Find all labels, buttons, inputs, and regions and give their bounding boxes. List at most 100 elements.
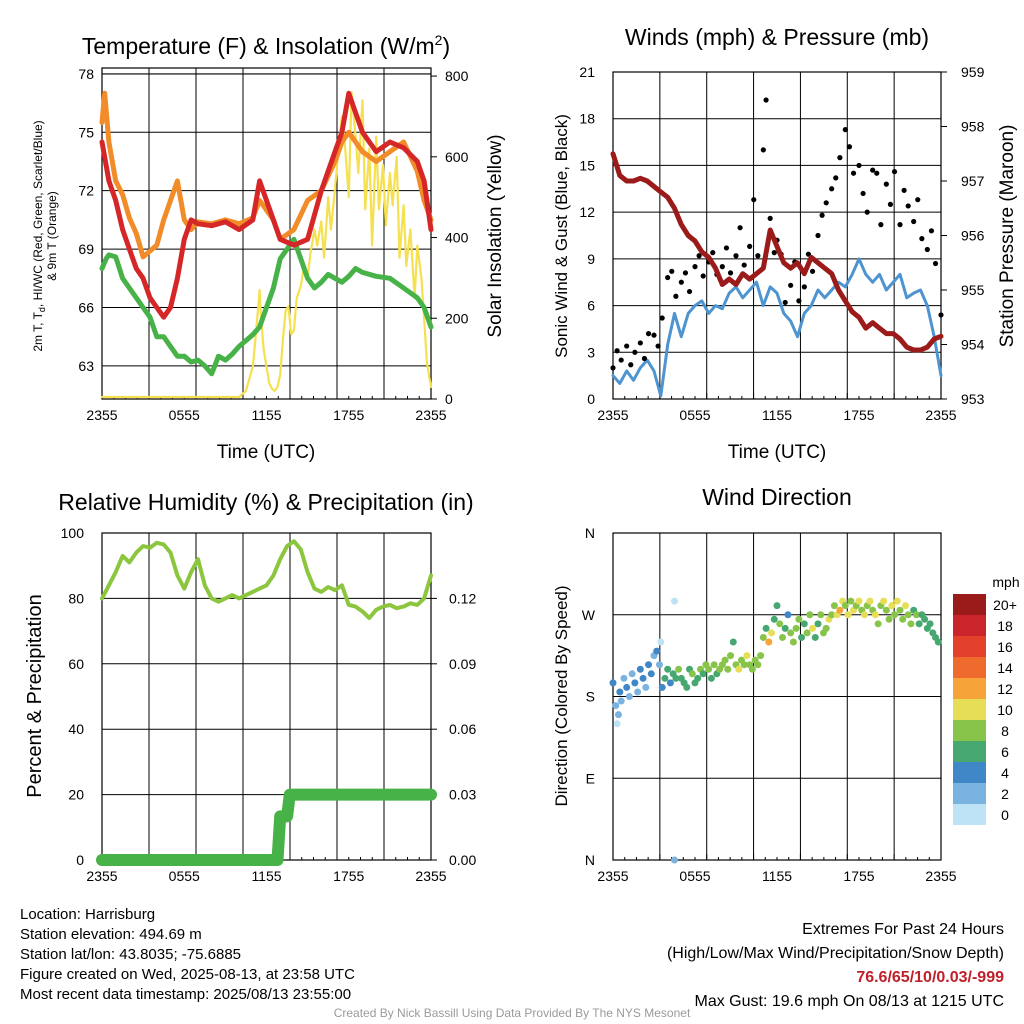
gust-point	[850, 170, 857, 176]
y2-tick-label: 957	[961, 173, 985, 189]
direction-point	[792, 624, 800, 632]
colorbar-swatch	[953, 678, 986, 699]
y2-tick-label: 958	[961, 119, 985, 135]
direction-point	[757, 652, 765, 660]
direction-point	[768, 629, 776, 637]
gust-point	[710, 250, 716, 256]
gust-point	[823, 200, 829, 206]
y-tick-label: 9	[587, 251, 595, 267]
y-tick-label: 21	[579, 64, 595, 80]
direction-point	[828, 611, 836, 619]
direction-point	[759, 633, 767, 641]
colorbar-swatch	[953, 783, 986, 804]
y-tick-label: 18	[579, 111, 595, 127]
extremes-title: Extremes For Past 24 Hours	[802, 921, 1004, 938]
gust-point	[891, 169, 898, 175]
direction-point	[625, 693, 633, 700]
y2-tick-label: 600	[445, 149, 469, 165]
direction-point	[891, 611, 899, 619]
gust-point	[618, 357, 624, 363]
y2-tick-label: 200	[445, 310, 469, 326]
x-tick-label: 2355	[415, 868, 446, 884]
plot-border	[612, 71, 942, 400]
direction-point	[811, 633, 819, 641]
x-tick-label: 1755	[333, 868, 364, 884]
y-tick-label: 20	[68, 787, 84, 803]
gust-point	[763, 97, 769, 103]
direction-point	[694, 674, 702, 682]
direction-point	[871, 611, 879, 619]
direction-point	[671, 597, 678, 605]
y-axis-label: Direction (Colored By Speed)	[552, 585, 571, 806]
direction-point	[740, 661, 748, 669]
gust-point	[874, 170, 880, 176]
gust-point	[737, 225, 743, 231]
direction-point	[776, 620, 784, 628]
extremes-subtitle: (High/Low/Max Wind/Precipitation/Snow De…	[666, 945, 1004, 962]
gust-point	[901, 187, 907, 193]
gust-point	[686, 288, 693, 295]
x-tick-label: 1755	[333, 407, 364, 423]
y-tick-label: 0	[76, 852, 84, 868]
direction-point	[781, 624, 789, 632]
y2-tick-label: 800	[445, 68, 469, 84]
gust-point	[665, 274, 671, 281]
gust-point	[856, 162, 862, 169]
temperature-chart-frame: 2355 0555 1155 1755 2355 63 66 69 72 75 78 0 200 400 6…	[31, 32, 506, 463]
gust-point	[864, 209, 870, 215]
y2-tick-label: 954	[961, 337, 985, 353]
direction-point	[934, 638, 942, 646]
y-axis-label: Sonic Wind & Gust (Blue, Black)	[552, 114, 571, 358]
direction-point	[636, 665, 644, 673]
direction-point	[795, 615, 803, 623]
x-tick-label: 0555	[679, 868, 710, 884]
colorbar-label: 20+	[993, 597, 1017, 613]
series-line	[99, 90, 434, 320]
y-tick-label: 100	[61, 525, 85, 541]
direction-point	[623, 683, 631, 691]
direction-point	[874, 620, 882, 628]
gust-point	[938, 312, 944, 318]
gust-point	[919, 236, 925, 242]
gust-point	[651, 332, 657, 338]
y-tick-label: N	[585, 525, 595, 541]
latlon-text: Station lat/lon: 43.8035; -75.6885	[20, 946, 242, 963]
gust-point	[696, 253, 702, 259]
gust-point	[727, 270, 734, 276]
gust-point	[788, 282, 794, 288]
y-axis-label: 2m T, Td, HI/WC (Red, Green, Scarlet/Blu…	[31, 120, 47, 351]
y2-tick-label: 953	[961, 391, 985, 407]
plot-border	[101, 67, 432, 400]
direction-point	[770, 615, 778, 623]
gust-point	[928, 228, 935, 234]
direction-point	[735, 665, 743, 673]
gust-point	[878, 222, 884, 228]
gust-point	[723, 245, 730, 251]
y-label-subscript: d	[37, 307, 47, 312]
x-tick-label: 1155	[251, 407, 281, 423]
y-axis-label-line2: & 9m T (Orange)	[45, 191, 59, 281]
gust-point	[905, 203, 911, 209]
x-tick-label: 1755	[843, 407, 874, 423]
gust-point	[632, 349, 638, 355]
direction-point	[907, 620, 915, 628]
direction-point	[710, 661, 718, 669]
colorbar-swatch	[953, 741, 986, 762]
chart-title: Wind Direction	[702, 484, 852, 510]
y-tick-label: 75	[78, 124, 94, 140]
direction-point	[614, 711, 622, 719]
direction-point	[724, 665, 732, 673]
y-tick-label: N	[585, 852, 595, 868]
series-line	[100, 91, 433, 399]
y-tick-label: 60	[68, 656, 84, 672]
x-tick-label: 1755	[843, 868, 874, 884]
x-tick-label: 2355	[925, 407, 956, 423]
gust-point	[741, 262, 747, 268]
direction-point	[899, 615, 907, 623]
y-tick-label: 69	[78, 241, 94, 257]
direction-point	[844, 611, 852, 619]
y2-tick-label: 0.03	[449, 787, 476, 803]
direction-point	[655, 661, 663, 669]
direction-point	[778, 633, 786, 641]
colorbar-swatch	[953, 804, 986, 825]
